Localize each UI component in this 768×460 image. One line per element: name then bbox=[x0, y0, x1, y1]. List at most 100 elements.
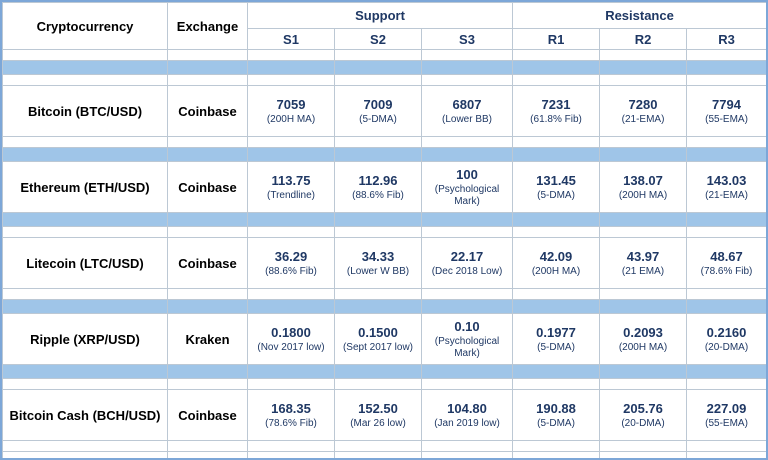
empty-cell bbox=[686, 288, 766, 300]
level-value: 100 bbox=[456, 166, 478, 182]
level-value: 227.09 bbox=[706, 400, 747, 416]
empty-cell bbox=[512, 451, 601, 458]
band-cell bbox=[167, 147, 248, 162]
band-cell bbox=[420, 147, 514, 162]
band-cell bbox=[2, 364, 168, 379]
level-label: (21 EMA) bbox=[621, 265, 665, 277]
empty-cell bbox=[334, 378, 422, 390]
level-value: 7059 bbox=[276, 96, 306, 112]
band-cell bbox=[2, 147, 168, 162]
col-header-cryptocurrency: Cryptocurrency bbox=[2, 2, 168, 50]
band-cell bbox=[599, 60, 688, 75]
spacer-row bbox=[2, 378, 766, 390]
level-value: 190.88 bbox=[536, 400, 576, 416]
divider-band-row bbox=[2, 60, 766, 75]
level-value: 0.1500 bbox=[358, 324, 398, 340]
level-value: 42.09 bbox=[539, 248, 573, 264]
r3-cell: 227.09 (55-EMA) bbox=[686, 389, 766, 441]
crypto-name: Ethereum (ETH/USD) bbox=[2, 161, 168, 213]
level-value: 112.96 bbox=[358, 172, 398, 188]
empty-cell bbox=[686, 136, 766, 148]
band-cell bbox=[2, 212, 168, 227]
level-value: 138.07 bbox=[623, 172, 663, 188]
empty-cell bbox=[334, 440, 422, 452]
band-cell bbox=[334, 147, 422, 162]
s1-cell: 113.75 (Trendline) bbox=[247, 161, 335, 213]
s3-cell: 22.17 (Dec 2018 Low) bbox=[420, 237, 514, 289]
band-cell bbox=[420, 212, 514, 227]
empty-cell bbox=[2, 451, 168, 458]
col-header-exchange: Exchange bbox=[167, 2, 248, 50]
level-label: (Nov 2017 low) bbox=[257, 341, 325, 353]
band-cell bbox=[247, 364, 335, 379]
level-label: (Trendline) bbox=[267, 189, 315, 201]
empty-cell bbox=[2, 288, 168, 300]
level-label: (21-EMA) bbox=[705, 189, 748, 201]
level-label: (78.6% Fib) bbox=[265, 417, 317, 429]
empty-cell bbox=[599, 136, 688, 148]
level-value: 113.75 bbox=[271, 172, 311, 188]
empty-cell bbox=[420, 49, 514, 61]
divider-band-row bbox=[2, 147, 766, 162]
r2-cell: 0.2093 (200H MA) bbox=[599, 313, 688, 365]
empty-cell bbox=[167, 440, 248, 452]
band-cell bbox=[247, 60, 335, 75]
band-cell bbox=[686, 147, 766, 162]
empty-cell bbox=[599, 440, 688, 452]
empty-cell bbox=[599, 451, 688, 458]
band-cell bbox=[599, 299, 688, 314]
exchange-name: Coinbase bbox=[167, 389, 248, 441]
empty-cell bbox=[167, 74, 248, 86]
level-label: (88.6% Fib) bbox=[265, 265, 317, 277]
band-cell bbox=[247, 299, 335, 314]
r1-cell: 131.45 (5-DMA) bbox=[512, 161, 601, 213]
band-cell bbox=[686, 60, 766, 75]
s3-cell: 0.10 (Psychological Mark) bbox=[420, 313, 514, 365]
level-value: 152.50 bbox=[358, 400, 398, 416]
exchange-name: Coinbase bbox=[167, 85, 248, 137]
empty-cell bbox=[247, 74, 335, 86]
empty-cell bbox=[247, 226, 335, 238]
level-label: (Psychological Mark) bbox=[434, 336, 500, 359]
band-cell bbox=[599, 147, 688, 162]
empty-cell bbox=[512, 378, 601, 390]
s3-cell: 104.80 (Jan 2019 low) bbox=[420, 389, 514, 441]
r2-cell: 138.07 (200H MA) bbox=[599, 161, 688, 213]
empty-cell bbox=[512, 440, 601, 452]
band-cell bbox=[167, 299, 248, 314]
r3-cell: 0.2160 (20-DMA) bbox=[686, 313, 766, 365]
s2-cell: 0.1500 (Sept 2017 low) bbox=[334, 313, 422, 365]
divider-band-row bbox=[2, 364, 766, 379]
level-value: 6807 bbox=[452, 96, 482, 112]
band-cell bbox=[334, 299, 422, 314]
exchange-name: Coinbase bbox=[167, 161, 248, 213]
empty-cell bbox=[599, 226, 688, 238]
empty-cell bbox=[599, 74, 688, 86]
table-row-ripple: Ripple (XRP/USD) Kraken 0.1800 (Nov 2017 … bbox=[2, 313, 766, 365]
level-label: (Sept 2017 low) bbox=[342, 341, 414, 353]
empty-cell bbox=[247, 451, 335, 458]
crypto-name: Ripple (XRP/USD) bbox=[2, 313, 168, 365]
r2-cell: 205.76 (20-DMA) bbox=[599, 389, 688, 441]
exchange-name: Kraken bbox=[167, 313, 248, 365]
empty-cell bbox=[334, 288, 422, 300]
r1-cell: 42.09 (200H MA) bbox=[512, 237, 601, 289]
band-cell bbox=[167, 60, 248, 75]
level-label: (78.6% Fib) bbox=[700, 265, 753, 277]
s1-cell: 7059 (200H MA) bbox=[247, 85, 335, 137]
level-label: (20-DMA) bbox=[621, 417, 665, 429]
level-label: (Dec 2018 Low) bbox=[431, 265, 503, 277]
empty-cell bbox=[2, 378, 168, 390]
col-header-s3: S3 bbox=[420, 28, 514, 50]
band-cell bbox=[686, 212, 766, 227]
crypto-name: Litecoin (LTC/USD) bbox=[2, 237, 168, 289]
level-value: 0.1977 bbox=[536, 324, 576, 340]
empty-cell bbox=[686, 451, 766, 458]
s3-cell: 100 (Psychological Mark) bbox=[420, 161, 514, 213]
band-cell bbox=[247, 147, 335, 162]
level-value: 205.76 bbox=[623, 400, 663, 416]
level-label: (Lower W BB) bbox=[346, 265, 410, 277]
empty-cell bbox=[247, 378, 335, 390]
level-label: (61.8% Fib) bbox=[530, 113, 582, 125]
level-value: 7794 bbox=[712, 96, 741, 112]
